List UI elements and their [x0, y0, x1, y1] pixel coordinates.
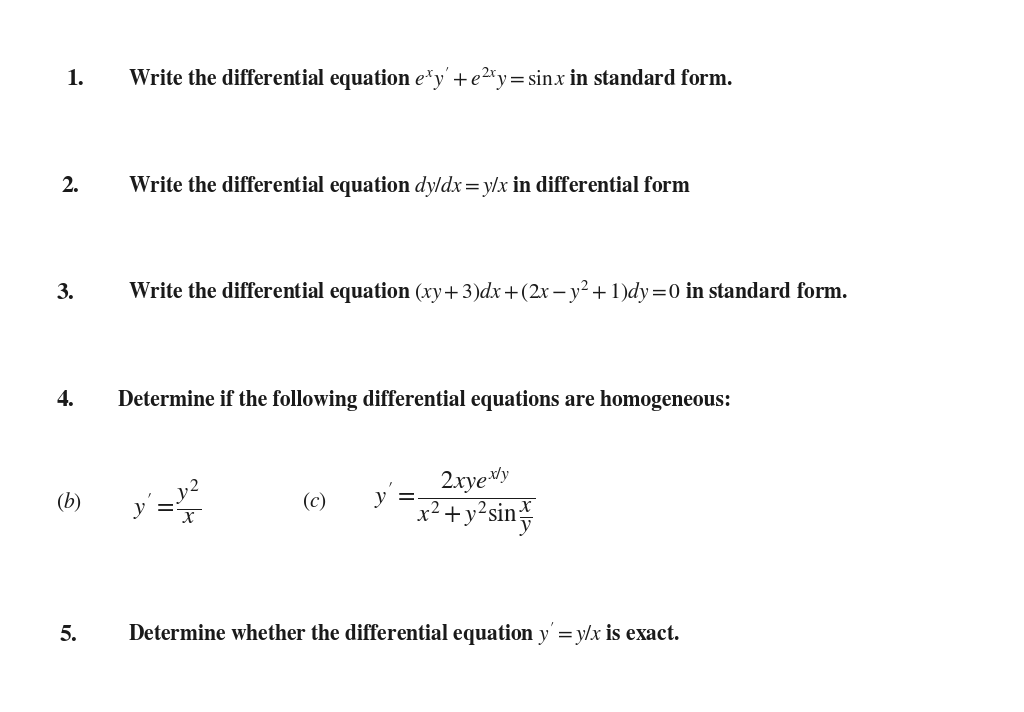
Text: 3.: 3. [56, 283, 74, 304]
Text: Write the differential equation $dy/dx = y/x$ in differential form: Write the differential equation $dy/dx =… [128, 174, 691, 199]
Text: 5.: 5. [59, 625, 77, 646]
Text: 4.: 4. [56, 390, 74, 411]
Text: 1.: 1. [67, 70, 84, 90]
Text: Determine if the following differential equations are homogeneous:: Determine if the following differential … [118, 390, 731, 411]
Text: $(c)$: $(c)$ [302, 491, 327, 513]
Text: Write the differential equation $e^{x}y^{\prime} + e^{2x}y = \sin x$ in standard: Write the differential equation $e^{x}y^… [128, 66, 733, 93]
Text: $y^{\prime} = \dfrac{2xye^{x/y}}{x^{2} + y^{2}\sin\dfrac{x}{y}}$: $y^{\prime} = \dfrac{2xye^{x/y}}{x^{2} +… [374, 466, 536, 538]
Text: 2.: 2. [61, 177, 79, 197]
Text: Write the differential equation $(xy+3)dx + (2x - y^{2}+1)dy = 0$ in standard fo: Write the differential equation $(xy+3)d… [128, 279, 848, 306]
Text: Determine whether the differential equation $y^{\prime} = y/x$ is exact.: Determine whether the differential equat… [128, 621, 680, 648]
Text: $(b)$: $(b)$ [56, 490, 82, 514]
Text: $y^{\prime} = \dfrac{y^{2}}{x}$: $y^{\prime} = \dfrac{y^{2}}{x}$ [133, 478, 202, 526]
